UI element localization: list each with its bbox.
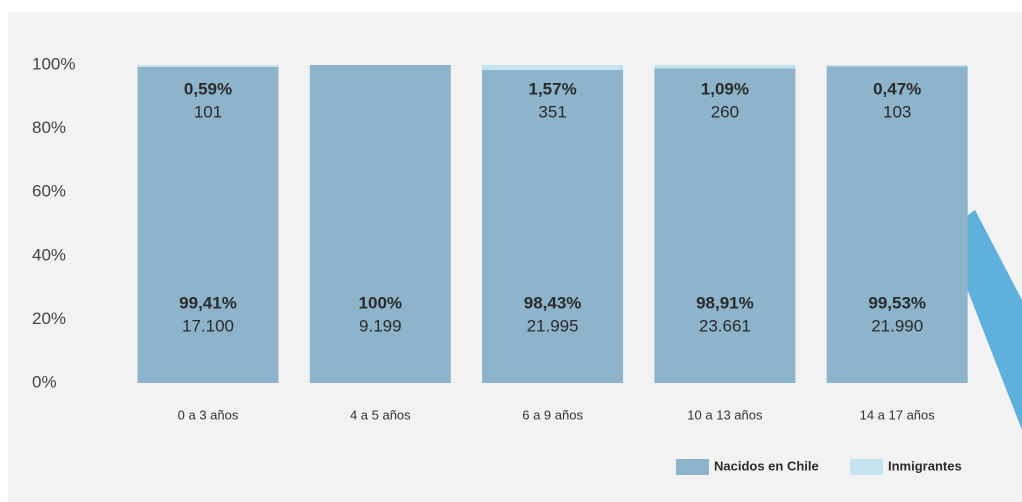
count-label: 9.199 [359,316,402,335]
count-label: 103 [883,102,911,121]
y-tick-label: 20% [32,309,66,328]
x-tick-label: 6 a 9 años [522,407,583,422]
x-tick-label: 0 a 3 años [178,407,239,422]
y-tick-label: 60% [32,182,66,201]
legend-label: Nacidos en Chile [714,458,819,473]
y-tick-label: 40% [32,245,66,264]
count-label: 101 [194,102,222,121]
count-label: 351 [538,102,566,121]
value-label: 99,53% [868,293,926,312]
chart: 0% 20% 40% 60% 80% 100% 0 a 3 años 99,41% 17.100… [0,0,1022,502]
bar-segment [138,65,279,67]
count-label: 260 [711,102,739,121]
bar-segment [827,65,968,66]
value-label: 98,43% [524,293,582,312]
bar-segment [482,65,623,70]
legend-label: Inmigrantes [888,458,962,473]
x-tick-label: 14 a 17 años [860,407,936,422]
legend-swatch [850,459,883,475]
value-label: 0,47% [873,79,921,98]
x-tick-label: 10 a 13 años [687,407,763,422]
bar-segment [654,65,795,68]
x-tick-label: 4 a 5 años [350,407,411,422]
y-tick-label: 100% [32,54,75,73]
y-tick-label: 80% [32,118,66,137]
value-label: 98,91% [696,293,754,312]
y-tick-label: 0% [32,372,57,391]
value-label: 1,57% [528,79,576,98]
count-label: 21.990 [871,316,923,335]
count-label: 21.995 [527,316,579,335]
count-label: 17.100 [182,316,234,335]
value-label: 100% [359,293,402,312]
value-label: 99,41% [179,293,237,312]
value-label: 0,59% [184,79,232,98]
value-label: 1,09% [701,79,749,98]
count-label: 23.661 [699,316,751,335]
legend-swatch [676,459,709,475]
